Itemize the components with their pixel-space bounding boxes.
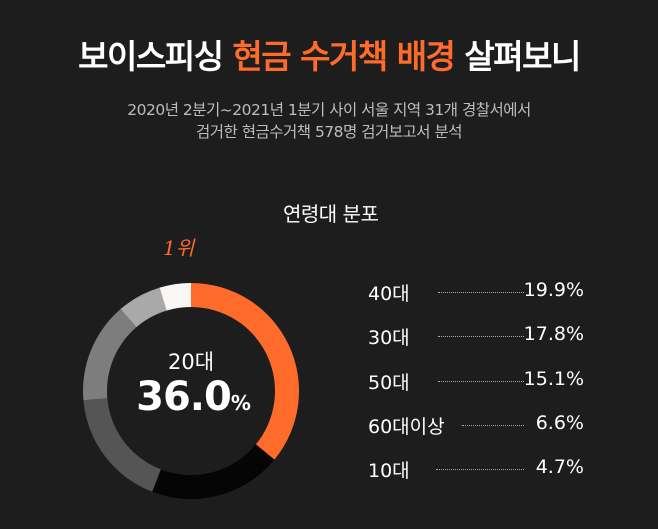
donut-segment xyxy=(83,398,161,492)
donut-segment xyxy=(120,287,167,328)
leader-line xyxy=(438,381,524,382)
donut-segment xyxy=(191,283,299,460)
legend-row: 60대이상 6.6% xyxy=(368,412,584,438)
donut-segment xyxy=(159,283,191,311)
leader-line xyxy=(438,292,524,293)
leader-line xyxy=(436,469,524,470)
center-value: 36.0% xyxy=(136,374,251,420)
legend-row: 50대 15.1% xyxy=(368,368,584,394)
title-highlight: 현금 수거책 배경 xyxy=(232,37,456,76)
legend-row: 10대 4.7% xyxy=(368,456,584,482)
page-title: 보이스피싱 현금 수거책 배경 살펴보니 xyxy=(78,37,581,76)
donut-segment xyxy=(152,444,275,499)
donut-segment xyxy=(83,309,137,401)
legend-row: 30대 17.8% xyxy=(368,323,584,349)
section-title: 연령대 분포 xyxy=(283,202,379,226)
leader-line xyxy=(438,336,524,337)
center-label: 20대 xyxy=(167,350,215,374)
donut-chart xyxy=(83,283,299,499)
rank-note: 1위 xyxy=(163,236,195,260)
subtitle: 2020년 2분기~2021년 1분기 사이 서울 지역 31개 경찰서에서 검… xyxy=(127,101,531,141)
legend-row: 40대 19.9% xyxy=(368,279,584,305)
leader-line xyxy=(462,425,524,426)
